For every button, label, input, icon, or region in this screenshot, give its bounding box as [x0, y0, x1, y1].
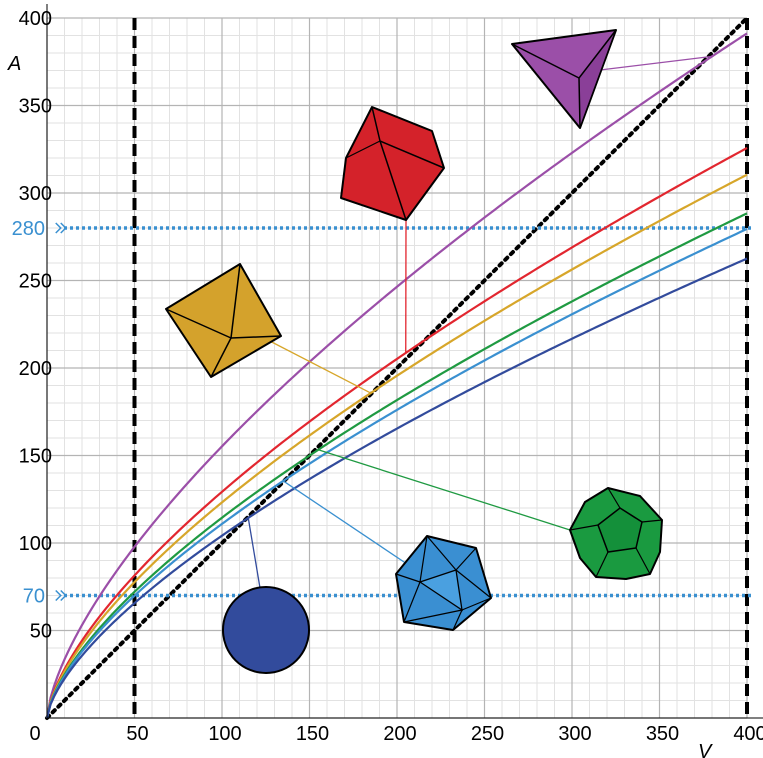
series-line-octahedron — [45, 173, 748, 719]
horizontal-marker-label-280: 280 — [12, 218, 45, 240]
y-tick-label: 250 — [19, 271, 52, 293]
y-tick-label: 350 — [19, 96, 52, 118]
series-line-icosahedron — [45, 227, 748, 719]
x-tick-label: 200 — [383, 723, 416, 745]
leader-line-octahedron — [261, 336, 372, 394]
series-line-sphere — [45, 257, 748, 719]
y-tick-label: 400 — [19, 8, 52, 30]
tick-labels: 280 70 0 50 100 150 200 250 300 350 400 50 100 150 200… — [7, 8, 763, 758]
y-tick-label: 150 — [19, 446, 52, 468]
horizontal-marker-arrow — [60, 222, 67, 234]
leader-lines — [247, 55, 713, 589]
tetrahedron-icon — [511, 29, 617, 129]
dodecahedron-icon — [569, 487, 663, 580]
y-tick-label: 50 — [30, 621, 52, 643]
y-tick-label: 300 — [19, 183, 52, 205]
x-tick-label: 50 — [126, 723, 148, 745]
leader-line-dodecahedron — [318, 449, 571, 531]
y-tick-label: 200 — [19, 358, 52, 380]
y-tick-label: 100 — [19, 533, 52, 555]
series-line-tetrahedron — [45, 32, 748, 719]
leader-line-icosahedron — [282, 480, 411, 567]
x-tick-label: 150 — [296, 723, 329, 745]
x-tick-label: 350 — [646, 723, 679, 745]
leader-line-tetrahedron — [599, 55, 713, 71]
octahedron-icon — [165, 263, 282, 378]
sphere-icon — [222, 586, 310, 674]
x-axis-title: V — [698, 741, 713, 758]
horizontal-marker-label-70: 70 — [23, 586, 45, 608]
x-tick-label: 400 — [733, 723, 763, 745]
horizontal-marker-arrow — [55, 589, 62, 602]
horizontal-marker-arrow — [55, 222, 62, 234]
series-curves — [45, 32, 748, 719]
icosahedron-icon — [395, 535, 492, 631]
leader-line-sphere — [247, 517, 261, 589]
x-tick-label: 100 — [208, 723, 241, 745]
axes — [46, 4, 763, 719]
x-tick-label: 0 — [29, 723, 40, 745]
cube-icon — [340, 106, 445, 221]
x-tick-label: 300 — [558, 723, 591, 745]
series-line-dodecahedron — [45, 212, 748, 719]
y-axis-title: A — [7, 53, 21, 75]
series-line-cube — [45, 147, 748, 719]
horizontal-marker-arrow — [60, 589, 67, 602]
reference-line-a-equals-v — [45, 16, 749, 720]
x-tick-label: 250 — [471, 723, 504, 745]
